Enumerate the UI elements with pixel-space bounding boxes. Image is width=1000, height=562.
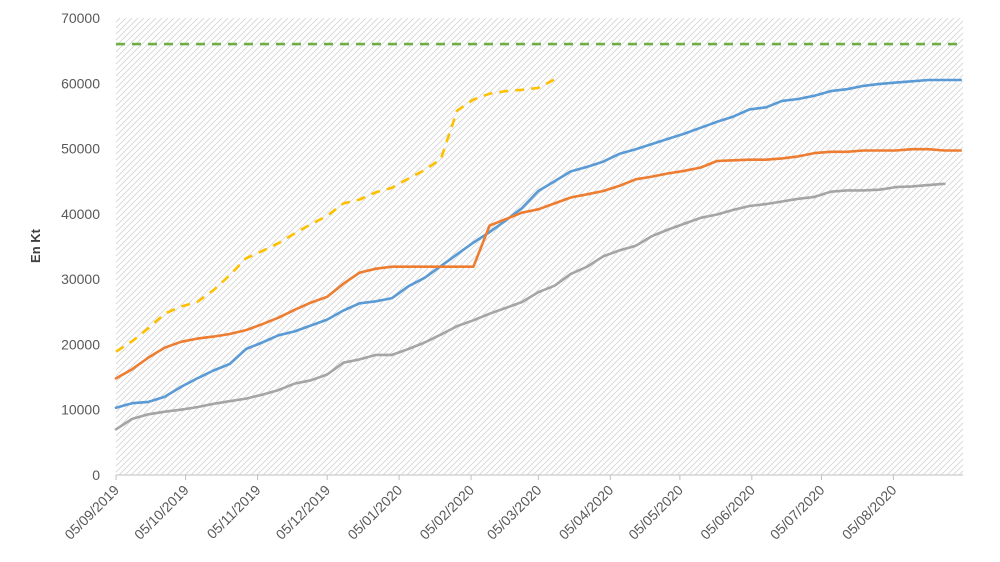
x-tick-label: 05/05/2020 [625, 482, 686, 543]
series-4-line [115, 78, 556, 353]
y-tick-label: 20000 [61, 336, 100, 352]
series-1-line [114, 78, 962, 410]
y-tick-label: 0 [92, 467, 100, 483]
x-tick-label: 05/08/2020 [839, 482, 900, 543]
x-tick-label: 05/03/2020 [484, 482, 545, 543]
y-tick-label: 10000 [61, 402, 100, 418]
y-axis-label: En Kt [28, 228, 43, 263]
x-tick-label: 05/07/2020 [767, 482, 828, 543]
series-2-line [114, 147, 962, 380]
x-tick-label: 05/10/2019 [131, 482, 192, 543]
series-1 [114, 78, 962, 410]
series-4 [115, 78, 556, 353]
y-tick-label: 40000 [61, 206, 100, 222]
series-3 [114, 182, 946, 431]
y-tick-label: 60000 [61, 75, 100, 91]
x-tick-label: 05/01/2020 [344, 482, 405, 543]
y-tick-label: 30000 [61, 271, 100, 287]
x-tick-label: 05/09/2019 [61, 482, 122, 543]
series-2 [114, 147, 962, 380]
series-layer [114, 42, 963, 431]
x-tick-label: 05/06/2020 [697, 482, 758, 543]
series-3-line [114, 182, 946, 431]
x-tick-label: 05/04/2020 [556, 482, 617, 543]
x-tick-label: 05/12/2019 [272, 482, 333, 543]
y-tick-label: 50000 [61, 141, 100, 157]
y-tick-label: 70000 [61, 10, 100, 26]
x-tick-label: 05/11/2019 [204, 482, 264, 542]
x-tick-label: 05/02/2020 [416, 482, 477, 543]
